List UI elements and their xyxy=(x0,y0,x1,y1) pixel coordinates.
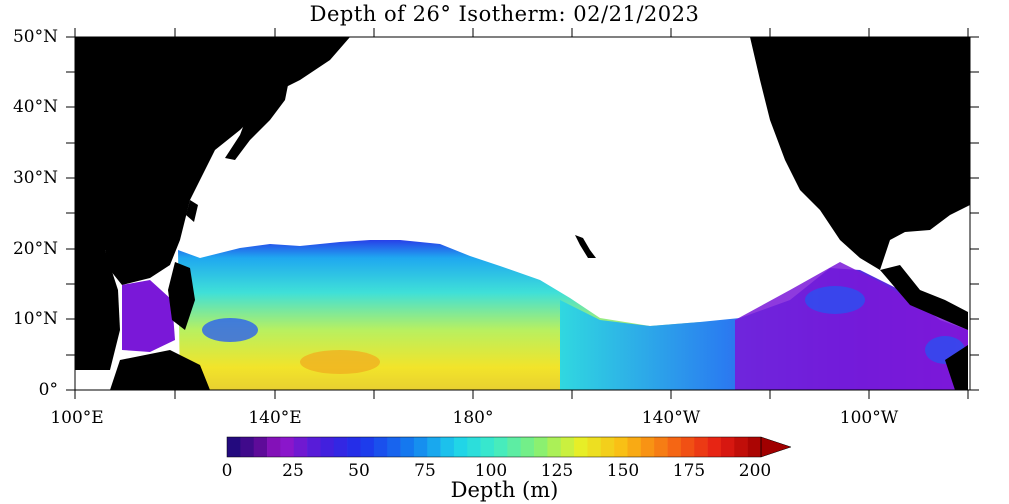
colorbar xyxy=(226,436,792,458)
lon-label-140e: 140°E xyxy=(248,408,302,428)
colorbar-tick-175: 175 xyxy=(672,461,706,481)
taiwan xyxy=(186,200,198,222)
south-china-sea xyxy=(122,280,175,352)
map-area xyxy=(75,37,970,390)
colorbar-segment xyxy=(413,437,428,457)
colorbar-segment xyxy=(560,437,575,457)
colorbar-segment xyxy=(707,437,722,457)
colorbar-segment xyxy=(734,437,748,457)
colorbar-tick-50: 50 xyxy=(348,461,370,481)
lon-label-100e: 100°E xyxy=(50,408,104,428)
colorbar-frame xyxy=(226,436,762,458)
colorbar-segment xyxy=(654,437,668,457)
colorbar-segment xyxy=(520,437,535,457)
colorbar-tick-0: 0 xyxy=(221,461,233,481)
colorbar-segment xyxy=(680,437,695,457)
colorbar-segment xyxy=(667,437,682,457)
colorbar-segment xyxy=(280,437,295,457)
indochina xyxy=(75,250,120,370)
colorbar-segment xyxy=(480,437,495,457)
colorbar-segment xyxy=(400,437,415,457)
colorbar-segment xyxy=(320,437,335,457)
land xyxy=(75,37,970,390)
colorbar-segment xyxy=(293,437,308,457)
colorbar-segment xyxy=(547,437,562,457)
colorbar-segment xyxy=(467,437,481,457)
colorbar-segment xyxy=(507,437,521,457)
asia xyxy=(75,37,350,285)
colorbar-segment xyxy=(227,437,241,457)
colorbar-segment xyxy=(494,437,508,457)
colorbar-segment xyxy=(720,437,735,457)
colorbar-segment xyxy=(307,437,321,457)
colorbar-tick-75: 75 xyxy=(414,461,436,481)
colorbar-tick-150: 150 xyxy=(606,461,640,481)
map-title: Depth of 26° Isotherm: 02/21/2023 xyxy=(309,2,700,26)
colorbar-segment xyxy=(387,437,401,457)
eastern-purple-pool xyxy=(735,262,968,390)
colorbar-segment xyxy=(574,437,588,457)
south-america xyxy=(945,345,968,390)
lon-label-140w: 140°W xyxy=(641,408,701,428)
colorbar-tick-200: 200 xyxy=(738,461,772,481)
japan xyxy=(225,75,290,160)
lat-label-30n: 30°N xyxy=(12,168,58,188)
colorbar-segment xyxy=(747,437,762,457)
colorbar-label: Depth (m) xyxy=(450,478,559,502)
colorbar-segment xyxy=(333,437,348,457)
lon-label-180: 180° xyxy=(452,408,494,428)
colorbar-tick-25: 25 xyxy=(282,461,304,481)
lat-ticks xyxy=(66,36,979,391)
hawaii xyxy=(575,235,596,258)
colorbar-segment xyxy=(600,437,615,457)
colorbar-segment xyxy=(534,437,548,457)
colorbar-segment xyxy=(614,437,628,457)
map-frame xyxy=(66,28,979,399)
celebes-blue xyxy=(202,318,258,342)
colorbar-segment xyxy=(427,437,441,457)
borneo-maritime xyxy=(110,350,210,390)
lat-label-20n: 20°N xyxy=(12,239,58,259)
colorbar-segment xyxy=(453,437,468,457)
lon-label-100w: 100°W xyxy=(839,408,899,428)
lat-label-equator: 0° xyxy=(38,380,58,400)
warm-core xyxy=(300,350,380,374)
colorbar-extend-arrow xyxy=(760,436,792,458)
colorbar-tick-125: 125 xyxy=(540,461,574,481)
philippines xyxy=(168,262,195,330)
colorbar-segment xyxy=(267,437,281,457)
colorbar-segment xyxy=(627,437,642,457)
colorbar-segment xyxy=(360,437,375,457)
lat-label-50n: 50°N xyxy=(12,27,58,47)
depth-field xyxy=(122,240,968,390)
colorbar-segment xyxy=(347,437,361,457)
lat-label-40n: 40°N xyxy=(12,97,58,117)
colorbar-segment xyxy=(440,437,455,457)
colorbar-tick-100: 100 xyxy=(474,461,508,481)
colorbar-segment xyxy=(240,437,254,457)
north-america xyxy=(750,37,970,270)
central-america xyxy=(880,265,968,330)
lon-ticks xyxy=(74,28,969,399)
colorbar-segment xyxy=(373,437,388,457)
colorbar-segment xyxy=(694,437,708,457)
colorbar-segment xyxy=(587,437,602,457)
colorbar-segment xyxy=(253,437,268,457)
colorbar-segment xyxy=(640,437,655,457)
lat-label-10n: 10°N xyxy=(12,309,58,329)
east-blue-patch xyxy=(805,286,865,314)
